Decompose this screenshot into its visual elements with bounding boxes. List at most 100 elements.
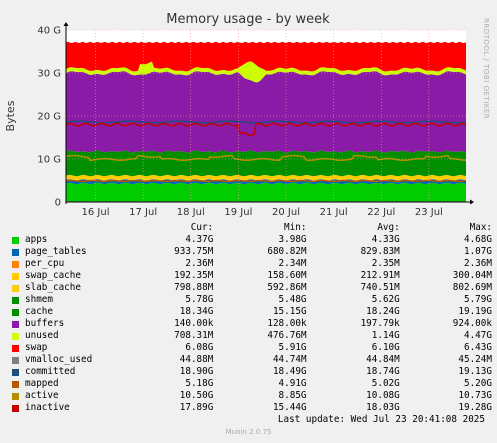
legend-avg: 5.02G	[371, 378, 400, 389]
legend-avg: 829.83M	[360, 246, 400, 257]
legend-swatch	[12, 320, 19, 328]
legend-swatch	[12, 392, 19, 400]
legend-cur: 933.75M	[174, 246, 214, 257]
legend-row-inactive: inactive 17.89G 15.44G 18.03G 19.28G	[12, 402, 492, 414]
legend-name: vmalloc_used	[25, 354, 93, 365]
legend-avg: 10.08G	[366, 390, 400, 401]
y-axis-label: Bytes	[4, 100, 17, 131]
legend-row-unused: unused 708.31M 476.76M 1.14G 4.47G	[12, 330, 492, 342]
y-tick-label: 10 G	[37, 155, 61, 166]
legend-avg: 1.14G	[371, 330, 400, 341]
x-tick-label: 17 Jul	[129, 207, 157, 218]
area-swap-cache	[66, 178, 466, 181]
legend-name: mapped	[25, 378, 59, 389]
legend-min: 8.85G	[278, 390, 307, 401]
legend-min: 4.91G	[278, 378, 307, 389]
legend-name: buffers	[25, 318, 65, 329]
line-inactive	[65, 122, 467, 137]
legend-row-shmem: shmem 5.78G 5.48G 5.62G 5.79G	[12, 294, 492, 306]
legend-name: shmem	[25, 294, 53, 305]
legend-cur: 5.18G	[185, 378, 214, 389]
area-cache	[66, 71, 466, 153]
legend-min: 5.91G	[278, 342, 307, 353]
legend-max: 5.79G	[463, 294, 492, 305]
line-mapped	[65, 179, 467, 183]
legend-cur: 798.88M	[174, 282, 214, 293]
x-tick-label: 23 Jul	[415, 207, 443, 218]
legend-cur: 10.50G	[179, 390, 214, 401]
legend-cur: 18.90G	[179, 366, 214, 377]
legend-row-swap: swap 6.08G 5.91G 6.10G 6.43G	[12, 342, 492, 354]
legend-min: 128.00k	[267, 318, 307, 329]
legend-row-per-cpu: per_cpu 2.36M 2.34M 2.35M 2.36M	[12, 258, 492, 270]
legend-max: 10.73G	[458, 390, 492, 401]
legend-name: cache	[25, 306, 53, 317]
legend-min: 5.48G	[278, 294, 307, 305]
legend-name: slab_cache	[25, 282, 81, 293]
legend-avg: 6.10G	[371, 342, 400, 353]
legend-name: per_cpu	[25, 258, 65, 269]
legend-cur: 18.34G	[179, 306, 214, 317]
x-tick-label: 18 Jul	[177, 207, 205, 218]
x-tick-label: 21 Jul	[320, 207, 348, 218]
legend-cur: 4.37G	[185, 234, 214, 245]
legend-table: Cur: Min: Avg: Max: apps 4.37G 3.98G 4.33G 4…	[12, 222, 492, 414]
legend-swatch	[12, 284, 19, 292]
area-apps	[66, 182, 466, 202]
legend-swatch	[12, 248, 19, 256]
y-axis-arrow	[63, 22, 69, 26]
legend-max: 2.36M	[463, 258, 492, 269]
legend-min: 592.86M	[267, 282, 307, 293]
legend-name: inactive	[25, 402, 70, 413]
x-axis-arrow	[470, 199, 474, 205]
legend-avg: 18.03G	[366, 402, 400, 413]
legend-row-mapped: mapped 5.18G 4.91G 5.02G 5.20G	[12, 378, 492, 390]
legend-row-buffers: buffers 140.00k 128.00k 197.79k 924.00k	[12, 318, 492, 330]
y-tick-label: 20 G	[37, 112, 61, 123]
legend-max: 19.13G	[458, 366, 492, 377]
y-tick-label: 40 G	[37, 26, 61, 37]
legend-swatch	[12, 356, 19, 364]
legend-name: swap_cache	[25, 270, 81, 281]
legend-swatch	[12, 272, 19, 280]
y-tick-label: 30 G	[37, 69, 61, 80]
x-tick-label: 20 Jul	[272, 207, 300, 218]
legend-cur: 708.31M	[174, 330, 214, 341]
legend-max: 1.07G	[463, 246, 492, 257]
legend-max: 4.68G	[463, 234, 492, 245]
chart-title: Memory usage - by week	[166, 12, 330, 27]
x-tick-label: 19 Jul	[224, 207, 252, 218]
legend-swatch	[12, 332, 19, 340]
area-swap	[66, 41, 466, 72]
legend-cur: 17.89G	[179, 402, 214, 413]
legend-header-cur: Cur:	[190, 222, 214, 233]
legend-row-vmalloc-used: vmalloc_used 44.88M 44.74M 44.84M 45.24M	[12, 354, 492, 366]
legend-avg: 212.91M	[360, 270, 400, 281]
munin-version: Munin 2.0.75	[225, 428, 272, 436]
area-slab-cache	[66, 174, 466, 180]
legend-swatch	[12, 368, 19, 376]
legend-avg: 740.51M	[360, 282, 400, 293]
x-tick-label: 16 Jul	[82, 207, 110, 218]
legend-avg: 18.24G	[366, 306, 400, 317]
memory-chart: Memory usage - by week Bytes RRDTOOL / T…	[4, 12, 490, 218]
legend-cur: 5.78G	[185, 294, 214, 305]
legend-min: 2.34M	[278, 258, 307, 269]
legend-min: 15.15G	[272, 306, 307, 317]
legend-max: 45.24M	[458, 354, 492, 365]
legend-cur: 2.36M	[185, 258, 214, 269]
legend-min: 15.44G	[272, 402, 307, 413]
legend-name: active	[25, 390, 59, 401]
legend-cur: 192.35M	[174, 270, 214, 281]
line-committed	[65, 120, 467, 124]
legend-max: 19.28G	[458, 402, 492, 413]
legend-row-slab-cache: slab_cache 798.88M 592.86M 740.51M 802.69M	[12, 282, 492, 294]
x-tick-label: 22 Jul	[367, 207, 395, 218]
rrdtool-credit: RRDTOOL / TOBI OETIKER	[482, 18, 490, 119]
legend-swatch	[12, 344, 19, 352]
legend-swatch	[12, 404, 19, 412]
legend-max: 802.69M	[452, 282, 492, 293]
legend-header-avg: Avg:	[377, 222, 400, 233]
legend-min: 158.60M	[267, 270, 307, 281]
legend-max: 4.47G	[463, 330, 492, 341]
